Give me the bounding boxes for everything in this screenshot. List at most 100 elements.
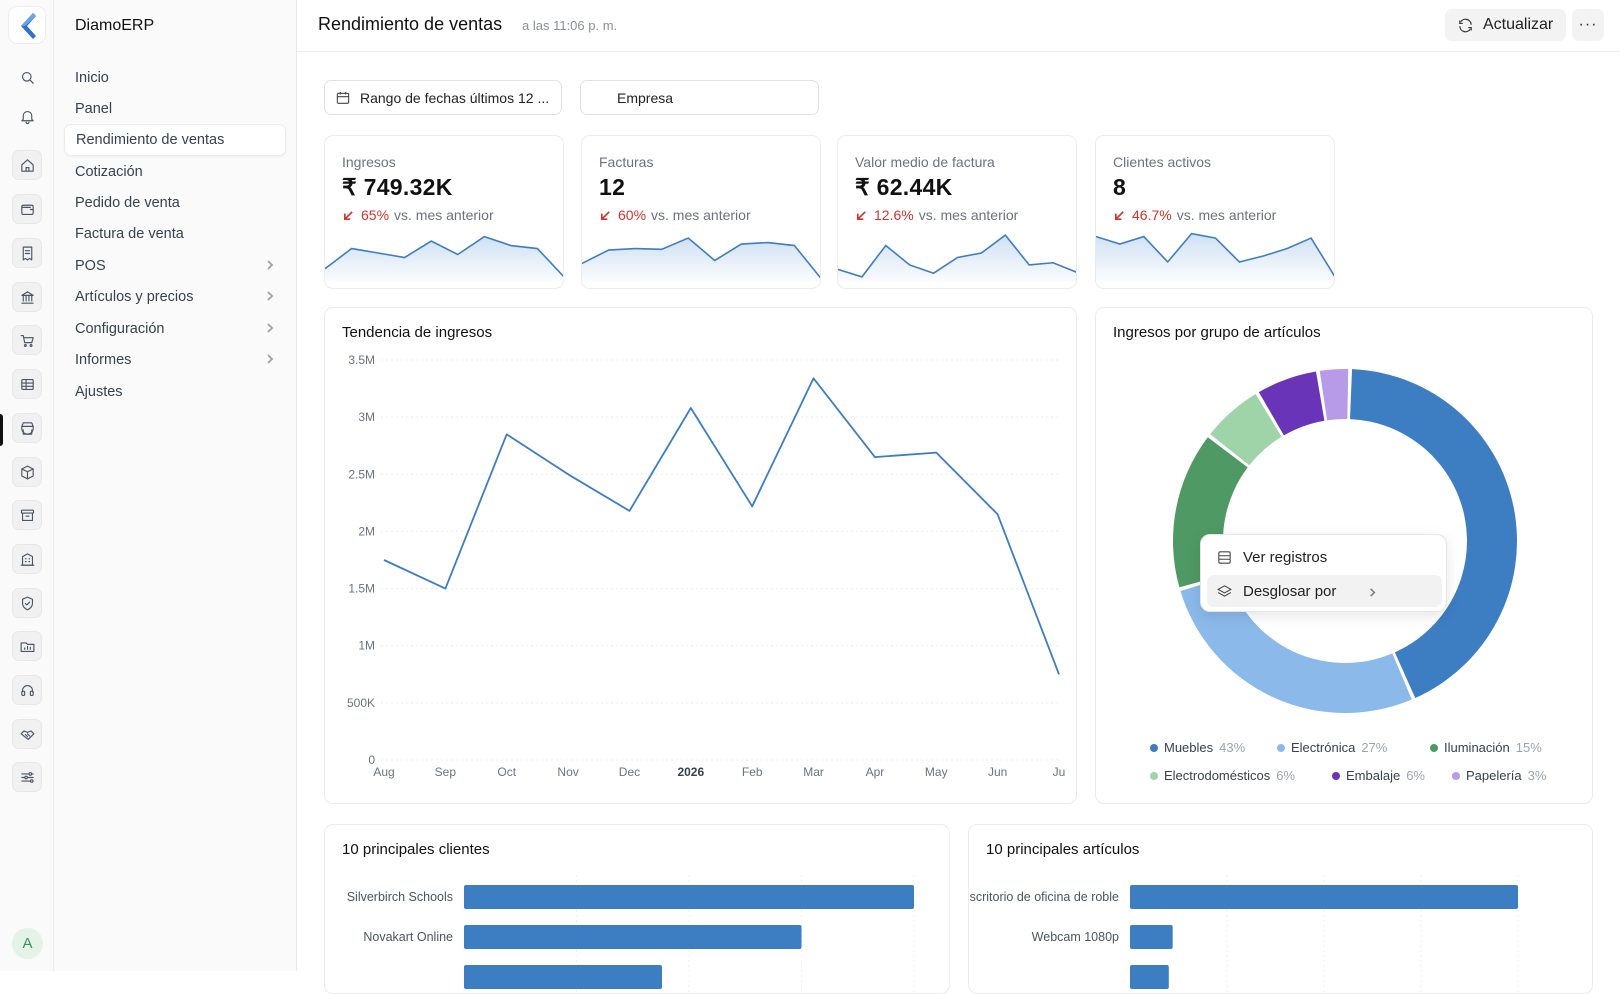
sidebar-item-8[interactable]: Configuración xyxy=(64,313,286,345)
kpi-delta: 65%vs. mes anterior xyxy=(342,207,494,223)
sidebar-item-label: Inicio xyxy=(75,70,109,86)
revenue-trend-line[interactable] xyxy=(384,378,1059,674)
donut-slice-5[interactable] xyxy=(1320,369,1349,420)
company-filter[interactable]: Empresa xyxy=(580,80,819,115)
sidebar-item-label: POS xyxy=(75,258,106,274)
sidebar-item-2[interactable]: Rendimiento de ventas xyxy=(64,124,286,156)
layers-icon xyxy=(1216,583,1233,600)
chevron-right-icon xyxy=(264,322,276,334)
avatar[interactable]: A xyxy=(12,928,43,959)
sidebar-item-3[interactable]: Cotización xyxy=(64,156,286,188)
bell-nav-button[interactable] xyxy=(12,101,42,131)
folder-nav-button[interactable] xyxy=(12,631,42,661)
menu-item-breakdown-by[interactable]: Desglosar por xyxy=(1207,575,1442,607)
kpi-delta-text: vs. mes anterior xyxy=(919,207,1019,223)
receipt-icon xyxy=(19,245,36,262)
legend-item-4[interactable]: Embalaje 6% xyxy=(1332,768,1425,783)
bar-2[interactable] xyxy=(1130,965,1169,989)
sidebar-item-label: Factura de venta xyxy=(75,226,184,242)
legend-label: Electrónica xyxy=(1291,740,1355,755)
y-tick-label: 500K xyxy=(347,696,375,710)
archive-nav-button[interactable] xyxy=(12,500,42,530)
kpi-value: ₹ 749.32K xyxy=(342,174,453,201)
sidebar-item-7[interactable]: Artículos y precios xyxy=(64,281,286,313)
sidebar-item-10[interactable]: Ajustes xyxy=(64,376,286,408)
legend-label: Embalaje xyxy=(1346,768,1400,783)
cart-nav-button[interactable] xyxy=(12,325,42,355)
kpi-value: 12 xyxy=(599,174,625,201)
table-nav-button[interactable] xyxy=(12,369,42,399)
sidebar-item-0[interactable]: Inicio xyxy=(64,62,286,94)
arrow-down-left-icon xyxy=(599,209,612,222)
bar-2[interactable] xyxy=(464,965,662,989)
y-tick-label: 3M xyxy=(358,410,375,424)
legend-label: Iluminación xyxy=(1444,740,1510,755)
kpi-delta: 60%vs. mes anterior xyxy=(599,207,751,223)
refresh-button[interactable]: Actualizar xyxy=(1445,9,1566,41)
legend-percent: 3% xyxy=(1528,768,1547,783)
sidebar-item-4[interactable]: Pedido de venta xyxy=(64,187,286,219)
store-icon xyxy=(19,420,36,437)
more-options-button[interactable]: ··· xyxy=(1572,9,1604,41)
headset-nav-button[interactable] xyxy=(12,675,42,705)
x-tick-label: Apr xyxy=(866,765,885,779)
sidebar-item-6[interactable]: POS xyxy=(64,250,286,282)
search-nav-button[interactable] xyxy=(12,62,42,92)
kpi-label: Valor medio de factura xyxy=(855,154,995,170)
bell-icon xyxy=(19,108,36,125)
date-range-filter[interactable]: Rango de fechas últimos 12 ... xyxy=(324,80,562,115)
kpi-delta-percent: 65% xyxy=(361,207,389,223)
bar-1[interactable] xyxy=(464,925,802,949)
menu-item-label: Ver registros xyxy=(1243,549,1327,566)
receipt-nav-button[interactable] xyxy=(12,238,42,268)
top-customers-card: 10 principales clientes Silverbirch Scho… xyxy=(324,824,950,994)
kpi-label: Ingresos xyxy=(342,154,396,170)
bank-nav-button[interactable] xyxy=(12,282,42,312)
folder-icon xyxy=(19,638,36,655)
kpi-label: Clientes activos xyxy=(1113,154,1211,170)
package-nav-button[interactable] xyxy=(12,457,42,487)
sparkline-area xyxy=(325,237,564,282)
store-nav-button[interactable] xyxy=(12,413,42,443)
kpi-value: ₹ 62.44K xyxy=(855,174,953,201)
legend-item-5[interactable]: Papelería 3% xyxy=(1452,768,1546,783)
company-filter-placeholder: Empresa xyxy=(617,90,673,106)
shield-check-icon xyxy=(19,595,36,612)
sidebar-item-9[interactable]: Informes xyxy=(64,344,286,376)
kpi-card-0[interactable]: Ingresos ₹ 749.32K 65%vs. mes anterior xyxy=(324,135,564,289)
handshake-nav-button[interactable] xyxy=(12,719,42,749)
x-tick-label: Nov xyxy=(557,765,578,779)
app-logo[interactable] xyxy=(8,6,46,44)
calendar-icon xyxy=(335,90,351,106)
legend-label: Papelería xyxy=(1466,768,1522,783)
bar-0[interactable] xyxy=(1130,885,1518,909)
archive-icon xyxy=(19,507,36,524)
chart-context-menu: Ver registros Desglosar por xyxy=(1200,534,1447,612)
bar-0[interactable] xyxy=(464,885,914,909)
icon-rail: A xyxy=(0,0,54,971)
legend-percent: 6% xyxy=(1406,768,1425,783)
legend-label: Electrodomésticos xyxy=(1164,768,1270,783)
x-tick-label: 2026 xyxy=(677,765,704,779)
sliders-nav-button[interactable] xyxy=(12,762,42,792)
shield-check-nav-button[interactable] xyxy=(12,588,42,618)
sidebar-item-label: Rendimiento de ventas xyxy=(76,132,224,148)
home-nav-button[interactable] xyxy=(12,150,42,180)
sidebar-item-5[interactable]: Factura de venta xyxy=(64,218,286,250)
menu-item-view-records[interactable]: Ver registros xyxy=(1207,541,1442,573)
wallet-nav-button[interactable] xyxy=(12,194,42,224)
building-nav-button[interactable] xyxy=(12,544,42,574)
kpi-sparkline xyxy=(582,228,821,282)
bar-1[interactable] xyxy=(1130,925,1173,949)
sidebar-item-1[interactable]: Panel xyxy=(64,93,286,125)
